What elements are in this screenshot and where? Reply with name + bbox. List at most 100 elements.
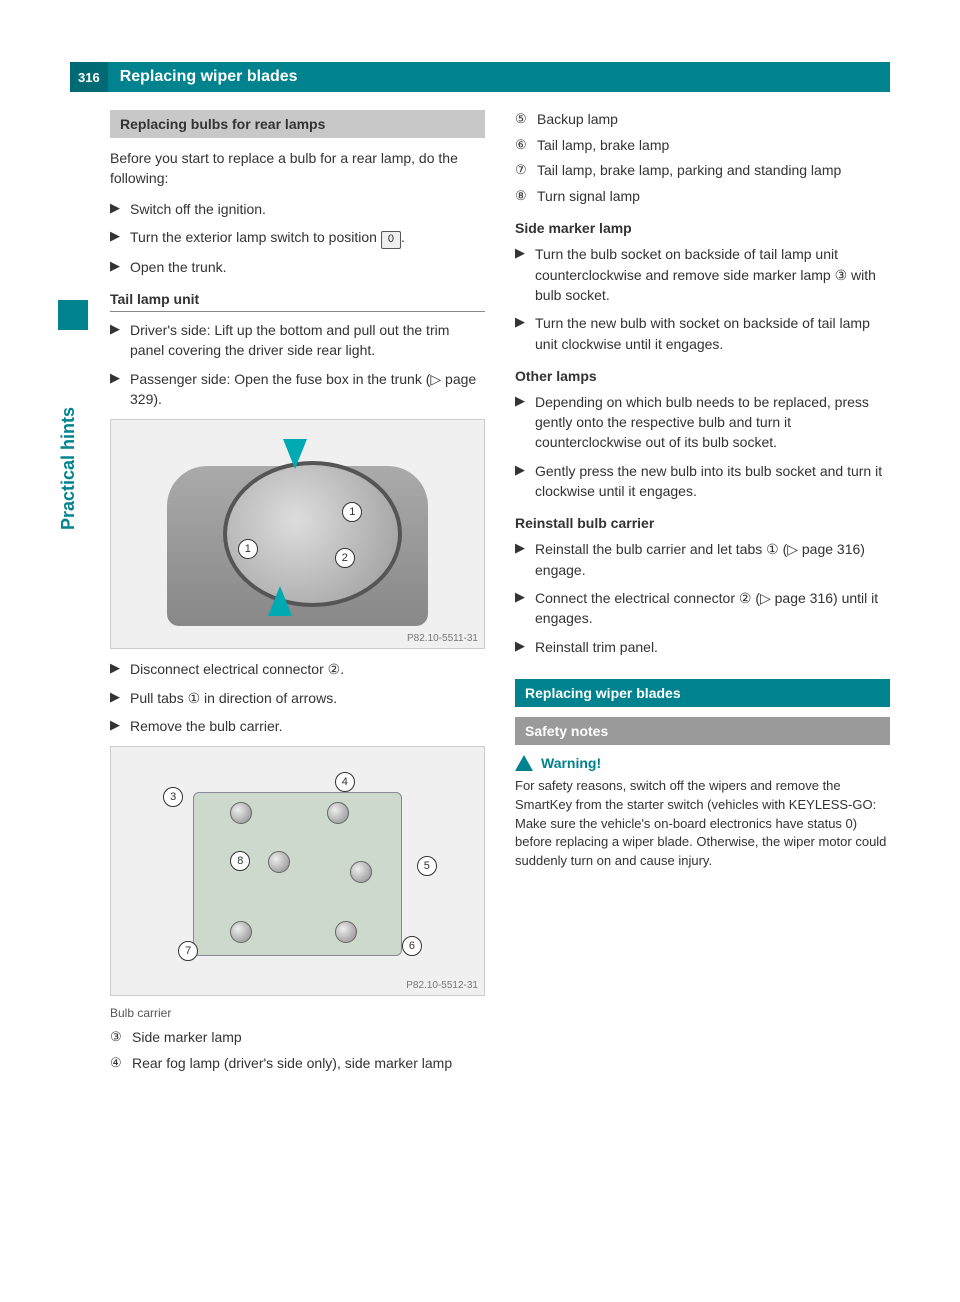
step: ▶ Turn the bulb socket on backside of ta… (515, 244, 890, 305)
figure-bulb-carrier: 3 4 5 6 7 8 P82.10-5512-31 (110, 746, 485, 996)
step: ▶ Depending on which bulb needs to be re… (515, 392, 890, 453)
step-text: Disconnect electrical connector ②. (130, 659, 485, 679)
page-header: 316 Replacing wiper blades (70, 62, 890, 92)
warning-triangle-icon (515, 755, 533, 771)
callout-5: 5 (417, 856, 437, 876)
legend-item: ⑥ Tail lamp, brake lamp (515, 136, 890, 156)
section-heading: Replacing bulbs for rear lamps (110, 110, 485, 138)
content-columns: Replacing bulbs for rear lamps Before yo… (110, 60, 890, 1079)
warning-title: Warning! (541, 755, 601, 771)
right-column: ⑤ Backup lamp ⑥ Tail lamp, brake lamp ⑦ … (515, 110, 890, 1079)
step-marker-icon: ▶ (110, 257, 130, 277)
section-heading-wiper: Replacing wiper blades (515, 679, 890, 707)
step: ▶ Driver's side: Lift up the bottom and … (110, 320, 485, 361)
legend-num: ⑦ (515, 161, 537, 181)
step-text: Passenger side: Open the fuse box in the… (130, 369, 485, 410)
callout-1: 1 (238, 539, 258, 559)
step-marker-icon: ▶ (110, 716, 130, 736)
step-text: Reinstall trim panel. (535, 637, 890, 657)
spacer (515, 665, 890, 679)
legend-text: Side marker lamp (132, 1028, 485, 1048)
step: ▶ Turn the exterior lamp switch to posit… (110, 227, 485, 249)
callout-7: 7 (178, 941, 198, 961)
warning-header: Warning! (515, 755, 890, 771)
callout-3: 3 (163, 787, 183, 807)
step-text: Turn the new bulb with socket on backsid… (535, 313, 890, 354)
step-inline: Turn the exterior lamp switch to positio… (130, 229, 377, 245)
legend-text: Turn signal lamp (537, 187, 890, 207)
step-text: Remove the bulb carrier. (130, 716, 485, 736)
page-title: Replacing wiper blades (108, 68, 298, 86)
step: ▶ Pull tabs ① in direction of arrows. (110, 688, 485, 708)
step-marker-icon: ▶ (110, 320, 130, 361)
step-text: Pull tabs ① in direction of arrows. (130, 688, 485, 708)
step-marker-icon: ▶ (515, 461, 535, 502)
legend-item: ⑧ Turn signal lamp (515, 187, 890, 207)
step: ▶ Passenger side: Open the fuse box in t… (110, 369, 485, 410)
step-marker-icon: ▶ (515, 588, 535, 629)
step: ▶ Disconnect electrical connector ②. (110, 659, 485, 679)
step-marker-icon: ▶ (515, 313, 535, 354)
magnifier-lens (223, 461, 402, 607)
step: ▶ Remove the bulb carrier. (110, 716, 485, 736)
bulb-icon (230, 921, 252, 943)
step-text: Open the trunk. (130, 257, 485, 277)
step-marker-icon: ▶ (110, 199, 130, 219)
step-marker-icon: ▶ (110, 659, 130, 679)
callout-4: 4 (335, 772, 355, 792)
side-tab (58, 300, 88, 330)
figure-caption: Bulb carrier (110, 1006, 485, 1020)
step-text: Driver's side: Lift up the bottom and pu… (130, 320, 485, 361)
arrow-down-icon (283, 439, 307, 469)
callout-6: 6 (402, 936, 422, 956)
bulb-icon (268, 851, 290, 873)
step-marker-icon: ▶ (515, 244, 535, 305)
bulb-icon (327, 802, 349, 824)
legend-text: Tail lamp, brake lamp (537, 136, 890, 156)
arrow-up-icon (268, 586, 292, 616)
warning-body: For safety reasons, switch off the wiper… (515, 777, 890, 871)
legend-text: Rear fog lamp (driver's side only), side… (132, 1054, 485, 1074)
legend-text: Backup lamp (537, 110, 890, 130)
step: ▶ Open the trunk. (110, 257, 485, 277)
legend-num: ⑥ (515, 136, 537, 156)
step-marker-icon: ▶ (110, 688, 130, 708)
figure-trunk: 1 1 2 P82.10-5511-31 (110, 419, 485, 649)
intro-text: Before you start to replace a bulb for a… (110, 148, 485, 189)
step: ▶ Gently press the new bulb into its bul… (515, 461, 890, 502)
step-marker-icon: ▶ (515, 392, 535, 453)
side-label: Practical hints (58, 407, 79, 530)
bulb-icon (335, 921, 357, 943)
step-marker-icon: ▶ (515, 539, 535, 580)
step-text: Depending on which bulb needs to be repl… (535, 392, 890, 453)
step: ▶ Switch off the ignition. (110, 199, 485, 219)
legend-item: ③ Side marker lamp (110, 1028, 485, 1048)
step-marker-icon: ▶ (515, 637, 535, 657)
manual-page: 316 Replacing wiper blades Practical hin… (0, 0, 960, 1302)
step-text: Turn the bulb socket on backside of tail… (535, 244, 890, 305)
subheading: Other lamps (515, 368, 890, 384)
step-text: Reinstall the bulb carrier and let tabs … (535, 539, 890, 580)
subheading: Reinstall bulb carrier (515, 515, 890, 531)
legend-item: ④ Rear fog lamp (driver's side only), si… (110, 1054, 485, 1074)
left-column: Replacing bulbs for rear lamps Before yo… (110, 110, 485, 1079)
step: ▶ Turn the new bulb with socket on backs… (515, 313, 890, 354)
bulb-icon (230, 802, 252, 824)
step-text: Connect the electrical connector ② (▷ pa… (535, 588, 890, 629)
legend-num: ⑤ (515, 110, 537, 130)
step: ▶ Connect the electrical connector ② (▷ … (515, 588, 890, 629)
bulb-icon (350, 861, 372, 883)
legend-item: ⑦ Tail lamp, brake lamp, parking and sta… (515, 161, 890, 181)
step-text: Turn the exterior lamp switch to positio… (130, 227, 485, 249)
callout-2: 2 (335, 548, 355, 568)
legend-num: ④ (110, 1054, 132, 1074)
step-text: Switch off the ignition. (130, 199, 485, 219)
legend-num: ③ (110, 1028, 132, 1048)
figure-tag: P82.10-5512-31 (406, 980, 478, 991)
page-number: 316 (70, 62, 108, 92)
step-marker-icon: ▶ (110, 227, 130, 249)
subheading: Tail lamp unit (110, 291, 485, 312)
figure-tag: P82.10-5511-31 (407, 633, 478, 644)
legend-num: ⑧ (515, 187, 537, 207)
step-text: Gently press the new bulb into its bulb … (535, 461, 890, 502)
